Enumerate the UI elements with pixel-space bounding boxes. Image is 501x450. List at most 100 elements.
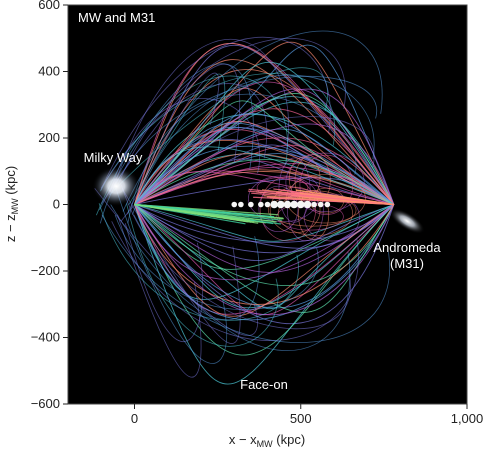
trajectory-arc <box>124 223 204 342</box>
satellite-point <box>231 201 238 208</box>
trajectory-arc <box>133 214 351 352</box>
trajectory-arc <box>134 123 395 205</box>
satellite-point <box>283 200 292 209</box>
mw-fan-line <box>134 203 274 218</box>
trajectory-arc <box>114 214 319 311</box>
satellite-point <box>248 201 254 208</box>
trajectory-loop <box>304 193 360 242</box>
satellite-point <box>258 201 264 208</box>
trajectory-arc <box>111 38 289 192</box>
y-tick-label: 600 <box>38 0 60 12</box>
trajectory-arc <box>134 204 395 321</box>
trajectory-lines <box>94 30 395 385</box>
mw-fan-line <box>134 203 251 221</box>
trajectory-arc <box>134 204 395 261</box>
trajectory-arc <box>127 93 357 224</box>
andromeda-sublabel: (M31) <box>390 256 424 271</box>
x-axis-label: x − xMW (kpc) <box>229 432 305 449</box>
trajectory-arc <box>95 75 288 216</box>
trajectory-arc <box>134 44 395 205</box>
satellite-point <box>238 201 244 208</box>
trajectory-arc <box>134 204 395 325</box>
trajectory-arc <box>134 43 395 205</box>
trajectory-arc <box>132 74 375 215</box>
trajectory-arc <box>134 204 395 316</box>
trajectory-arc <box>134 204 395 356</box>
trajectory-loop <box>286 176 324 242</box>
trajectory-arc <box>134 61 395 205</box>
chart-subtitle: Face-on <box>240 377 288 392</box>
trajectory-arc <box>134 100 395 205</box>
trajectory-loop <box>258 185 299 233</box>
trajectory-arc <box>134 88 395 205</box>
milky-way-label: Milky Way <box>84 150 143 165</box>
trajectory-arc <box>134 204 395 315</box>
trajectory-arc <box>134 204 395 254</box>
trajectory-arc <box>134 204 395 270</box>
y-tick-label: −200 <box>31 263 60 278</box>
trajectory-arc <box>120 116 375 222</box>
trajectory-arc <box>126 203 279 347</box>
trajectory-arc <box>134 41 395 205</box>
trajectory-arc <box>117 214 202 378</box>
trajectory-arc <box>134 59 395 205</box>
trajectory-arc <box>99 63 254 211</box>
m31-fan-line <box>295 189 394 206</box>
trajectory-arc <box>134 137 395 205</box>
trajectory-arc <box>110 204 260 321</box>
y-tick-label: 0 <box>53 197 60 212</box>
trajectory-arc <box>134 158 394 205</box>
y-tick-label: −600 <box>31 396 60 411</box>
trajectory-fans <box>134 188 394 225</box>
trajectory-arc <box>108 98 260 195</box>
x-tick-label: 500 <box>290 411 312 426</box>
trajectory-arc <box>134 122 395 205</box>
satellite-point <box>303 200 312 209</box>
trajectory-arc <box>128 73 226 205</box>
satellite-point <box>277 200 285 209</box>
trajectory-loop <box>285 152 365 212</box>
trajectory-arc <box>134 204 395 313</box>
chart-title: MW and M31 <box>78 10 155 25</box>
y-tick-label: 200 <box>38 130 60 145</box>
andromeda-label: Andromeda <box>373 240 441 255</box>
trajectory-arc <box>134 204 395 242</box>
trajectory-arc <box>134 204 395 286</box>
m31-fan-line <box>248 188 394 206</box>
satellite-point <box>270 200 278 209</box>
trajectory-arc <box>94 188 258 336</box>
trajectory-arc <box>134 204 395 281</box>
satellite-point <box>317 201 324 208</box>
trajectory-arc <box>134 204 395 300</box>
trajectory-arc <box>134 88 395 205</box>
satellite-points <box>231 200 331 209</box>
trajectory-arc <box>134 108 395 205</box>
andromeda-galaxy <box>389 208 425 234</box>
satellite-point <box>290 200 298 209</box>
y-tick-label: 400 <box>38 64 60 79</box>
trajectory-loop <box>269 186 321 234</box>
x-axis-ticks: 0 500 1,000 <box>131 404 483 426</box>
trajectory-arc <box>134 144 395 205</box>
satellite-point <box>324 201 331 208</box>
x-tick-label: 0 <box>131 411 138 426</box>
milky-way-galaxy <box>92 166 141 207</box>
trajectory-arc <box>120 184 351 330</box>
satellite-point <box>296 200 305 209</box>
x-tick-label: 1,000 <box>451 411 484 426</box>
y-axis-label: z − zMW (kpc) <box>3 166 20 242</box>
trajectory-arc <box>117 37 346 185</box>
trajectory-arc <box>134 68 395 205</box>
trajectory-arc <box>115 188 228 364</box>
trajectory-loop <box>259 176 317 242</box>
trajectory-arc <box>126 72 220 215</box>
trajectory-loop <box>299 154 354 215</box>
trajectory-arc <box>101 63 241 204</box>
y-tick-label: −400 <box>31 330 60 345</box>
y-axis-ticks: 600 400 200 0 −200 −400 −600 <box>31 0 68 411</box>
satellite-point <box>311 201 317 208</box>
trajectory-arc <box>121 188 241 344</box>
trajectory-arc <box>134 204 395 309</box>
satellite-point <box>264 201 271 208</box>
